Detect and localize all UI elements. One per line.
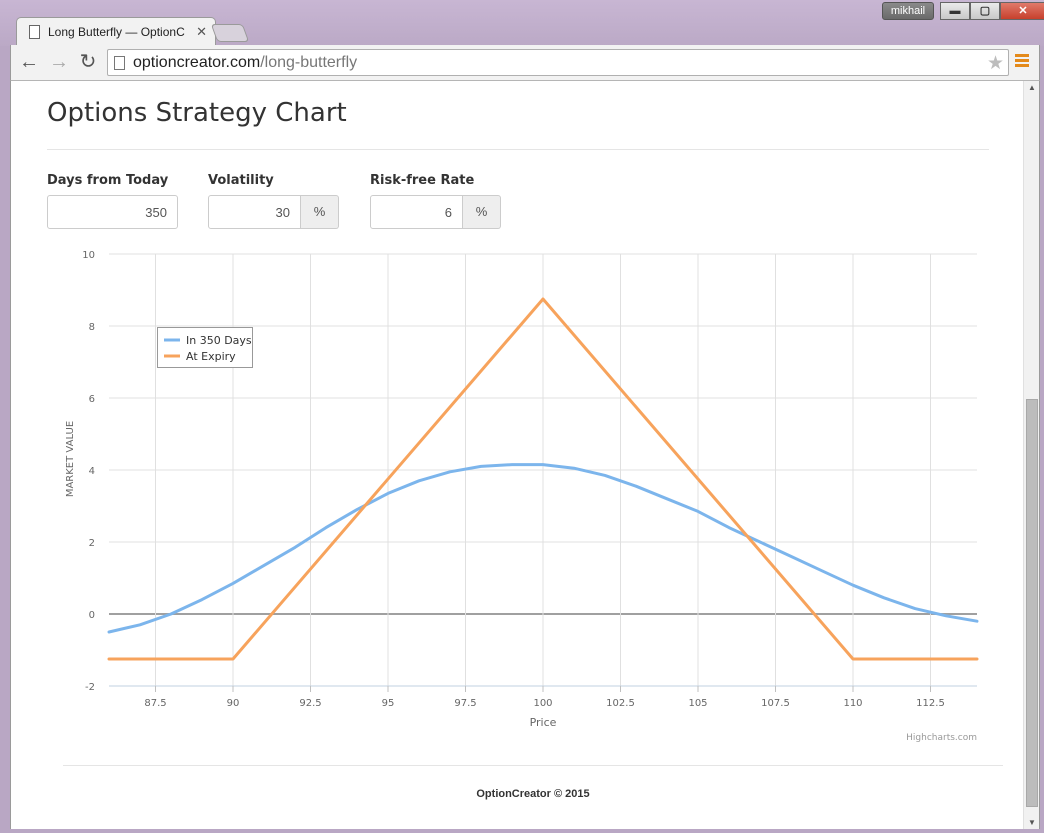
- url-path: /long-butterfly: [260, 53, 358, 71]
- vertical-scrollbar[interactable]: ▲ ▼: [1023, 81, 1039, 829]
- y-tick-label: 0: [89, 610, 95, 621]
- x-tick-label: 105: [688, 698, 707, 709]
- rate-label: Risk-free Rate: [370, 173, 475, 188]
- volatility-label: Volatility: [208, 173, 274, 188]
- y-tick-label: 6: [89, 394, 95, 405]
- x-tick-label: 100: [533, 698, 552, 709]
- page-viewport: Options Strategy Chart Days from Today V…: [10, 81, 1040, 829]
- chart-svg: 87.5 90 92.5 95 97.5 100 102.5 105 107.5 110 112.5…: [65, 250, 979, 743]
- x-tick-label: 95: [382, 698, 395, 709]
- url-host: optioncreator.com: [133, 53, 261, 71]
- page-icon: [29, 25, 40, 39]
- profile-badge[interactable]: mikhail: [882, 2, 934, 20]
- series-line-at-expiry[interactable]: [107, 297, 979, 661]
- scroll-thumb[interactable]: [1026, 399, 1038, 807]
- menu-icon[interactable]: [1015, 54, 1029, 69]
- footer-text: OptionCreator © 2015: [476, 788, 590, 800]
- x-tick-label: 97.5: [454, 698, 476, 709]
- chart-series: [107, 297, 979, 661]
- days-input[interactable]: [47, 195, 178, 229]
- percent-addon: %: [301, 195, 339, 229]
- x-tick-label: 107.5: [761, 698, 790, 709]
- y-tick-label: 4: [89, 466, 95, 477]
- volatility-field: Volatility %: [208, 173, 339, 229]
- maximize-button[interactable]: ▢: [970, 2, 1000, 20]
- x-tick-label: 87.5: [144, 698, 166, 709]
- chart-grid: [109, 253, 977, 687]
- page-title: Options Strategy Chart: [47, 98, 347, 128]
- address-bar[interactable]: optioncreator.com/long-butterfly ★: [107, 49, 1009, 76]
- y-tick-label: 8: [89, 322, 95, 333]
- y-tick-label: 2: [89, 538, 95, 549]
- forward-arrow-icon[interactable]: →: [49, 51, 69, 73]
- close-window-button[interactable]: ✕: [1000, 2, 1044, 20]
- percent-addon: %: [463, 195, 501, 229]
- divider: [47, 149, 989, 150]
- days-label: Days from Today: [47, 173, 169, 188]
- y-tick-label: -2: [85, 682, 95, 693]
- browser-toolbar: ← → ↻ optioncreator.com/long-butterfly ★: [10, 45, 1040, 81]
- series-line-in-350-days[interactable]: [107, 463, 979, 634]
- tab-title: Long Butterfly — OptionC: [48, 25, 185, 39]
- x-axis-ticks: 87.5 90 92.5 95 97.5 100 102.5 105 107.5 110 112.5: [144, 686, 945, 709]
- reload-icon[interactable]: ↻: [79, 51, 97, 73]
- volatility-input[interactable]: [208, 195, 301, 229]
- y-axis-title: MARKET VALUE: [65, 421, 76, 497]
- browser-tab[interactable]: Long Butterfly — OptionC ✕: [16, 17, 216, 46]
- x-tick-label: 90: [227, 698, 240, 709]
- window-controls: ▬ ▢ ✕: [940, 2, 1044, 20]
- x-axis-title: Price: [530, 716, 557, 729]
- y-tick-label: 10: [82, 250, 95, 261]
- legend-in-350-days[interactable]: In 350 Days: [186, 334, 252, 347]
- bookmark-star-icon[interactable]: ★: [986, 53, 1004, 74]
- scroll-down-icon[interactable]: ▼: [1028, 818, 1036, 827]
- y-axis-ticks: 10 8 6 4 2 0 -2: [82, 250, 95, 693]
- rate-field: Risk-free Rate %: [370, 173, 501, 229]
- title-bar: Long Butterfly — OptionC ✕ mikhail ▬ ▢ ✕: [0, 0, 1044, 46]
- x-tick-label: 110: [843, 698, 862, 709]
- back-arrow-icon[interactable]: ←: [19, 51, 39, 73]
- x-tick-label: 92.5: [299, 698, 321, 709]
- footer-divider: [63, 765, 1003, 766]
- days-field: Days from Today: [47, 173, 178, 229]
- rate-input[interactable]: [370, 195, 463, 229]
- legend-at-expiry[interactable]: At Expiry: [186, 350, 236, 363]
- x-tick-label: 112.5: [916, 698, 945, 709]
- minimize-button[interactable]: ▬: [940, 2, 970, 20]
- tab-close-icon[interactable]: ✕: [196, 24, 207, 39]
- x-tick-label: 102.5: [606, 698, 635, 709]
- new-tab-button[interactable]: [210, 24, 250, 42]
- chart-legend[interactable]: In 350 Days At Expiry: [157, 327, 253, 368]
- page-info-icon[interactable]: [114, 55, 125, 70]
- scroll-up-icon[interactable]: ▲: [1028, 83, 1036, 92]
- strategy-chart: 87.5 90 92.5 95 97.5 100 102.5 105 107.5 110 112.5…: [37, 241, 997, 751]
- chart-credit[interactable]: Highcharts.com: [906, 733, 977, 743]
